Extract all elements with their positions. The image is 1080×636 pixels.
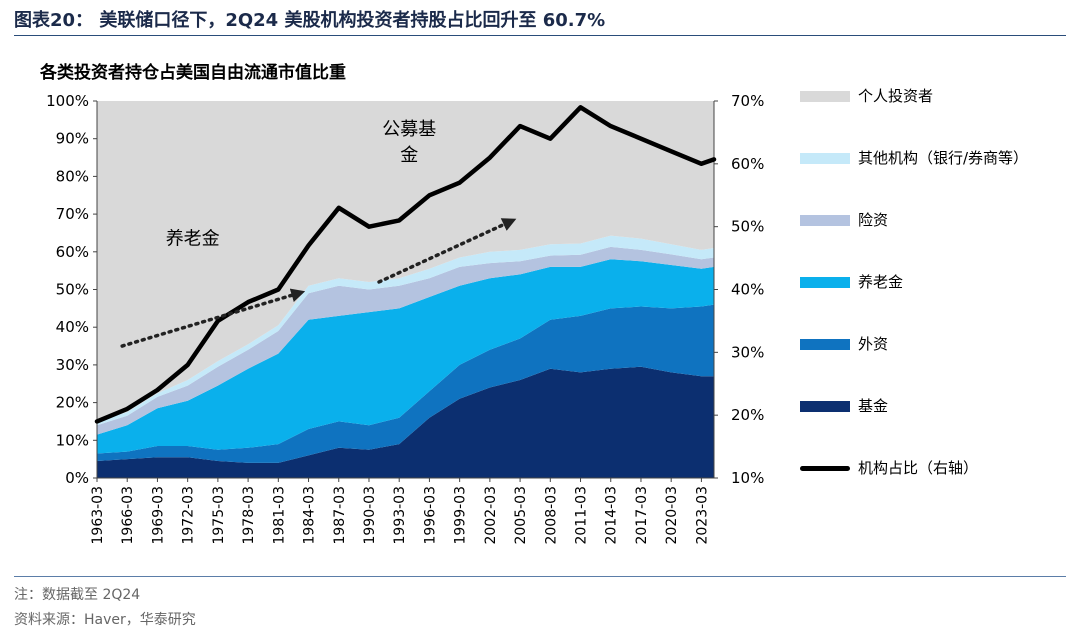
data-source: 资料来源：Haver，华泰研究 xyxy=(14,612,196,628)
legend-label: 外资 xyxy=(858,335,889,353)
left-tick-label: 70% xyxy=(56,205,89,223)
x-tick-label: 2014-03 xyxy=(604,486,620,545)
area-funds xyxy=(97,366,714,478)
right-tick-label: 10% xyxy=(731,469,764,487)
x-tick-label: 1993-03 xyxy=(392,486,408,545)
legend-item: 险资 xyxy=(800,210,1058,231)
data-note: 注：数据截至 2Q24 xyxy=(14,587,141,603)
legend-swatch xyxy=(800,91,850,102)
x-tick-label: 2011-03 xyxy=(574,486,590,545)
left-tick-label: 20% xyxy=(56,394,89,412)
right-tick-label: 50% xyxy=(731,218,764,236)
right-tick-label: 20% xyxy=(731,406,764,424)
legend-swatch xyxy=(800,401,850,412)
left-tick-label: 60% xyxy=(56,243,89,261)
x-tick-label: 2017-03 xyxy=(634,486,650,545)
legend-item: 其他机构（银行/券商等） xyxy=(800,148,1058,169)
area-foreign xyxy=(97,304,714,463)
legend-item: 个人投资者 xyxy=(800,86,1058,107)
x-tick-label: 1984-03 xyxy=(302,486,318,545)
left-tick-label: 0% xyxy=(65,469,89,487)
area-pension xyxy=(97,259,714,454)
x-tick-label: 1963-03 xyxy=(90,486,106,545)
right-tick-label: 60% xyxy=(731,155,764,173)
legend-swatch xyxy=(800,339,850,350)
x-tick-label: 1999-03 xyxy=(453,486,469,545)
right-tick-label: 30% xyxy=(731,343,764,361)
legend-item: 机构占比（右轴） xyxy=(800,458,1058,479)
legend-label: 机构占比（右轴） xyxy=(858,459,979,477)
figure-title: 图表20： 美联储口径下，2Q24 美股机构投资者持股占比回升至 60.7% xyxy=(14,10,606,31)
legend-swatch xyxy=(800,277,850,288)
left-tick-label: 100% xyxy=(46,92,89,110)
legend-item: 基金 xyxy=(800,396,1058,417)
x-tick-label: 1990-03 xyxy=(362,486,378,545)
x-tick-label: 1987-03 xyxy=(332,486,348,545)
chart-title: 各类投资者持仓占美国自由流通市值比重 xyxy=(40,63,346,83)
legend-item: 养老金 xyxy=(800,272,1058,293)
area-retail xyxy=(97,101,714,422)
legend-label: 养老金 xyxy=(858,273,904,291)
x-tick-label: 2020-03 xyxy=(664,486,680,545)
right-tick-label: 40% xyxy=(731,281,764,299)
x-tick-label: 1966-03 xyxy=(120,486,136,545)
left-tick-label: 10% xyxy=(56,431,89,449)
institutional-share-line xyxy=(94,105,717,424)
area-insurance xyxy=(97,246,714,435)
left-tick-label: 30% xyxy=(56,356,89,374)
left-tick-label: 80% xyxy=(56,167,89,185)
x-tick-label: 1975-03 xyxy=(211,486,227,545)
bottom-rule xyxy=(14,576,1066,577)
mutual-fund-trend-arrow xyxy=(377,218,517,284)
x-tick-label: 2005-03 xyxy=(513,486,529,545)
x-tick-label: 1978-03 xyxy=(241,486,257,545)
x-tick-label: 1969-03 xyxy=(150,486,166,545)
legend-label: 基金 xyxy=(858,397,889,415)
left-tick-label: 50% xyxy=(56,281,89,299)
legend-item: 外资 xyxy=(800,334,1058,355)
legend-label: 其他机构（银行/券商等） xyxy=(858,149,1029,167)
legend-line-swatch xyxy=(800,466,850,471)
top-rule xyxy=(14,35,1066,36)
pension-annotation-label: 养老金 xyxy=(166,228,220,249)
x-tick-label: 1996-03 xyxy=(422,486,438,545)
x-tick-label: 2008-03 xyxy=(543,486,559,545)
mutual-fund-annotation-label: 公募基金 xyxy=(382,119,436,166)
x-tick-label: 1981-03 xyxy=(271,486,287,545)
legend-swatch xyxy=(800,153,850,164)
legend-swatch xyxy=(800,215,850,226)
pension-trend-arrow xyxy=(120,288,306,348)
right-tick-label: 70% xyxy=(731,92,764,110)
x-tick-label: 2023-03 xyxy=(694,486,710,545)
legend-label: 个人投资者 xyxy=(858,87,934,105)
left-tick-label: 90% xyxy=(56,130,89,148)
x-tick-label: 1972-03 xyxy=(181,486,197,545)
legend-label: 险资 xyxy=(858,211,889,229)
left-tick-label: 40% xyxy=(56,318,89,336)
area-layers xyxy=(97,101,714,478)
x-tick-label: 2002-03 xyxy=(483,486,499,545)
